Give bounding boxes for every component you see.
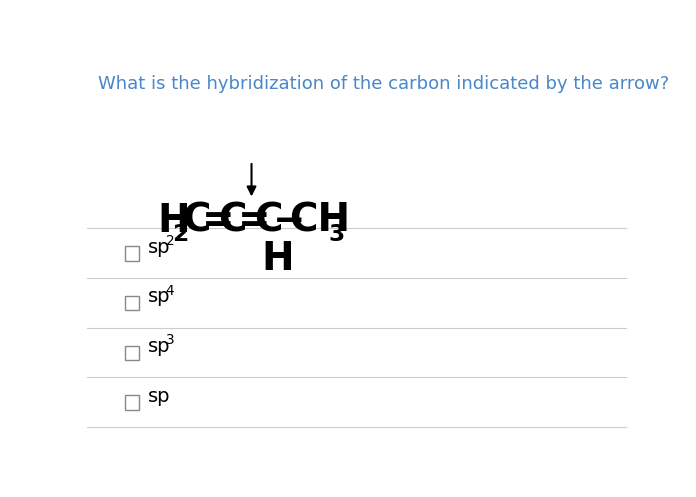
Text: CH: CH (290, 202, 350, 240)
Text: What is the hybridization of the carbon indicated by the arrow?: What is the hybridization of the carbon … (97, 75, 669, 93)
Text: C: C (182, 202, 211, 240)
Text: C: C (218, 202, 246, 240)
Text: sp: sp (148, 238, 171, 257)
Text: 2: 2 (172, 224, 189, 247)
Text: 2: 2 (166, 234, 175, 248)
Text: sp: sp (148, 287, 171, 307)
Text: 3: 3 (329, 224, 345, 247)
FancyBboxPatch shape (125, 296, 139, 310)
Text: H: H (262, 240, 294, 278)
Text: =: = (237, 202, 270, 240)
Text: sp: sp (148, 337, 171, 356)
Text: sp: sp (148, 387, 171, 406)
Text: C: C (253, 202, 282, 240)
Text: 4: 4 (166, 284, 175, 298)
Text: 3: 3 (166, 333, 175, 347)
FancyBboxPatch shape (125, 246, 139, 260)
Text: H: H (157, 202, 190, 240)
Text: =: = (202, 202, 235, 240)
FancyBboxPatch shape (125, 345, 139, 360)
Text: −: − (273, 202, 306, 240)
FancyBboxPatch shape (125, 395, 139, 410)
